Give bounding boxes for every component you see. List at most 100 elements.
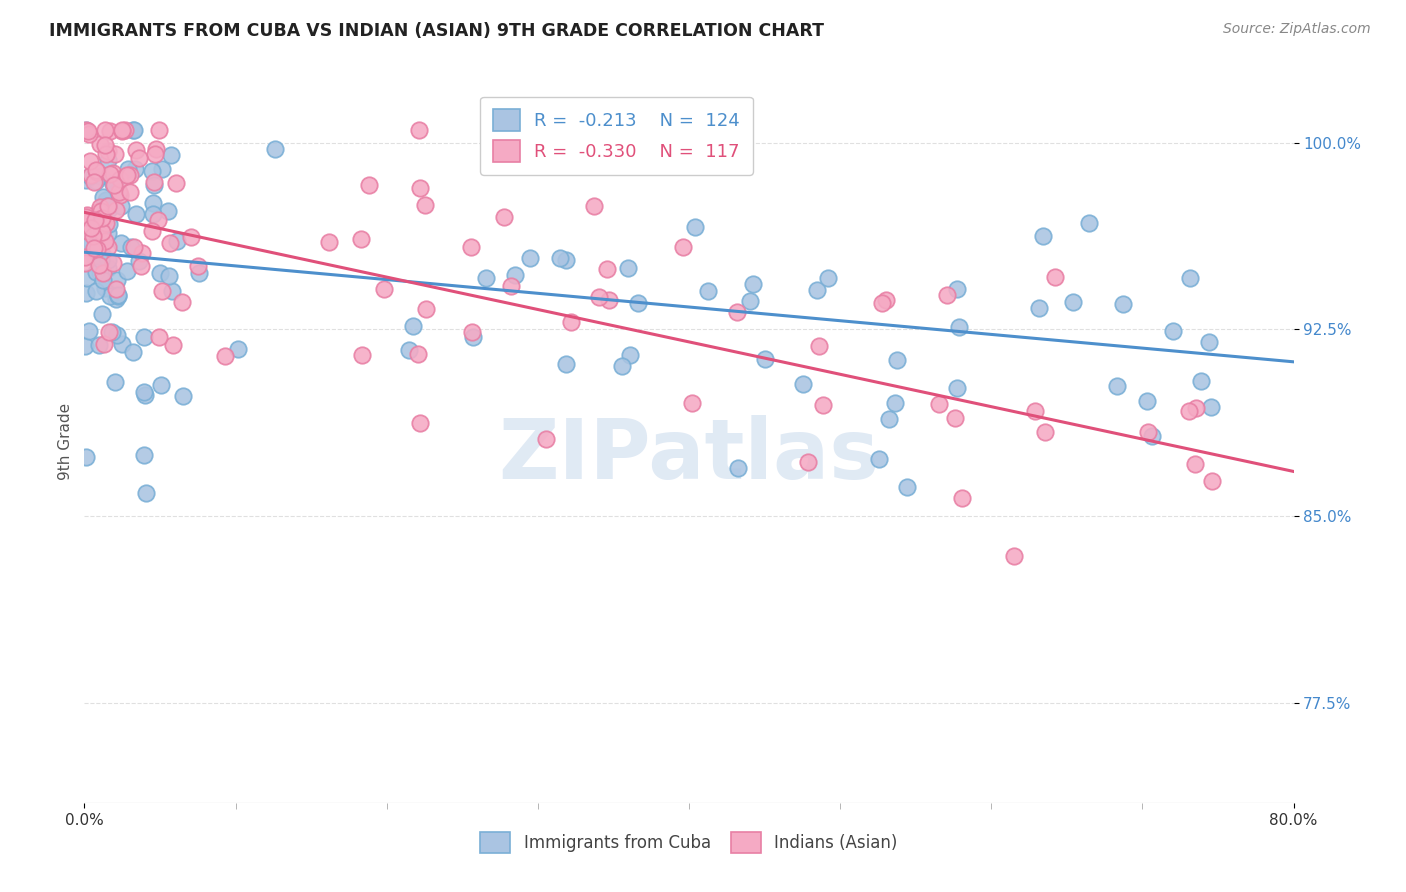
Point — [868, 451, 890, 466]
Point — [1178, 403, 1201, 417]
Point — [79, 168, 101, 182]
Point — [398, 343, 420, 358]
Point — [97, 144, 120, 158]
Point — [214, 349, 236, 363]
Point — [84, 217, 107, 231]
Point — [560, 315, 582, 329]
Point — [108, 171, 131, 186]
Point — [120, 169, 142, 183]
Point — [619, 348, 641, 362]
Point — [318, 235, 340, 249]
Point — [534, 432, 557, 446]
Point — [159, 148, 181, 162]
Point — [499, 278, 522, 293]
Point — [90, 252, 112, 267]
Point — [89, 266, 111, 280]
Point — [811, 398, 834, 412]
Point — [1161, 324, 1184, 338]
Point — [87, 258, 110, 272]
Point — [90, 245, 112, 260]
Point — [134, 388, 156, 402]
Point — [97, 153, 120, 167]
Point — [91, 211, 114, 225]
Point — [89, 337, 111, 351]
Point — [1199, 400, 1222, 414]
Point — [1112, 297, 1135, 311]
Point — [583, 199, 606, 213]
Point — [86, 165, 108, 179]
Point — [685, 220, 707, 235]
Point — [149, 378, 172, 392]
Point — [145, 142, 167, 156]
Point — [928, 397, 950, 411]
Point — [1137, 425, 1160, 439]
Point — [162, 338, 184, 352]
Point — [83, 175, 105, 189]
Point — [97, 226, 120, 240]
Point — [415, 198, 437, 212]
Point — [725, 305, 748, 319]
Point — [96, 193, 118, 207]
Point — [463, 330, 485, 344]
Point — [76, 233, 98, 247]
Point — [870, 296, 893, 310]
Point — [641, 146, 664, 161]
Point — [104, 375, 127, 389]
Point — [103, 178, 125, 193]
Point — [77, 124, 100, 138]
Point — [1032, 228, 1054, 243]
Point — [83, 213, 105, 227]
Point — [117, 161, 139, 176]
Point — [146, 212, 169, 227]
Point — [157, 204, 180, 219]
Point — [886, 353, 908, 368]
Point — [1024, 404, 1046, 418]
Point — [93, 216, 115, 230]
Point — [104, 146, 127, 161]
Point — [503, 268, 526, 283]
Point — [264, 142, 287, 156]
Point — [1198, 335, 1220, 350]
Point — [1033, 425, 1056, 439]
Point — [494, 210, 516, 224]
Point — [1062, 294, 1084, 309]
Point — [97, 240, 120, 254]
Point — [1028, 301, 1050, 315]
Point — [165, 177, 187, 191]
Point — [105, 292, 128, 306]
Y-axis label: 9th Grade: 9th Grade — [58, 403, 73, 480]
Point — [135, 486, 157, 500]
Point — [120, 240, 142, 254]
Point — [97, 252, 120, 267]
Point — [1077, 216, 1099, 230]
Legend: Immigrants from Cuba, Indians (Asian): Immigrants from Cuba, Indians (Asian) — [474, 826, 904, 860]
Point — [84, 285, 107, 299]
Point — [111, 337, 134, 351]
Point — [131, 246, 153, 260]
Point — [143, 146, 166, 161]
Point — [598, 293, 620, 307]
Point — [100, 124, 122, 138]
Point — [148, 123, 170, 137]
Point — [104, 282, 127, 296]
Point — [876, 293, 898, 307]
Point — [73, 250, 96, 264]
Point — [89, 137, 111, 152]
Text: ZIPatlas: ZIPatlas — [499, 416, 879, 497]
Point — [187, 259, 209, 273]
Point — [610, 359, 633, 374]
Point — [132, 385, 155, 400]
Point — [1002, 549, 1025, 563]
Point — [696, 284, 718, 298]
Point — [460, 240, 482, 254]
Point — [946, 282, 969, 296]
Point — [617, 260, 640, 275]
Point — [943, 411, 966, 425]
Point — [143, 175, 166, 189]
Point — [409, 416, 432, 430]
Point — [415, 301, 437, 316]
Point — [1184, 458, 1206, 472]
Point — [373, 282, 395, 296]
Point — [125, 207, 148, 221]
Point — [89, 200, 111, 214]
